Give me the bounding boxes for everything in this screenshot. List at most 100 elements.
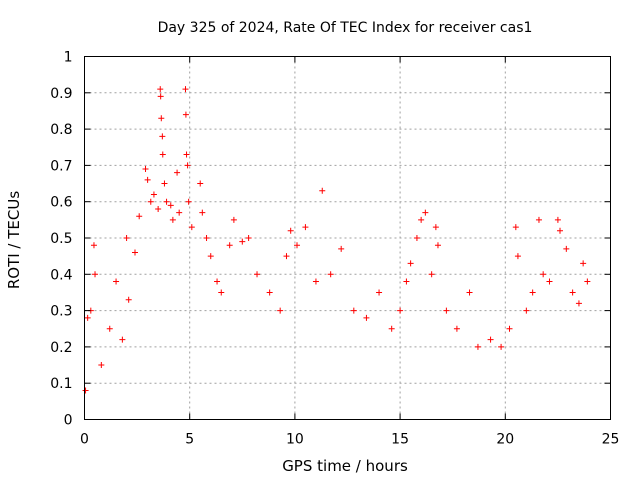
data-point: [184, 162, 191, 169]
data-point: [176, 209, 183, 216]
data-point: [277, 307, 284, 314]
data-point: [407, 260, 414, 267]
data-point: [529, 289, 536, 296]
data-point: [443, 307, 450, 314]
data-point: [197, 180, 204, 187]
data-point: [150, 191, 157, 198]
data-point: [338, 245, 345, 252]
data-point: [106, 325, 113, 332]
data-point: [422, 209, 429, 216]
data-point: [84, 314, 91, 321]
data-point: [218, 289, 225, 296]
data-point: [506, 325, 513, 332]
labels-layer: 0 5 10 15 20 25 0 0.1 0.2 0.3 0.4 0.5 0.6 0.7 0.8 0.9 1: [50, 50, 619, 448]
y-tick-label: 0.3: [50, 304, 72, 320]
data-point: [239, 238, 246, 245]
x-tick-label: 20: [496, 432, 514, 448]
data-point: [245, 235, 252, 241]
data-point: [131, 249, 138, 256]
y-tick-label: 0.6: [50, 195, 72, 211]
data-point: [397, 307, 404, 314]
data-point: [453, 325, 460, 332]
data-point: [159, 151, 166, 158]
data-point: [487, 336, 494, 343]
data-point: [119, 336, 126, 343]
data-point: [158, 115, 165, 122]
data-point: [554, 216, 561, 223]
data-point: [413, 235, 420, 241]
y-tick-label: 0.5: [50, 231, 72, 247]
data-point: [294, 242, 301, 249]
data-point: [546, 278, 553, 285]
data-point: [182, 111, 189, 118]
data-point: [226, 242, 233, 249]
data-point: [144, 176, 151, 183]
x-tick-label: 10: [286, 432, 304, 448]
data-point: [523, 307, 530, 314]
x-axis-title: GPS time / hours: [282, 457, 408, 475]
data-point: [512, 224, 519, 231]
x-tick-label: 0: [80, 432, 89, 448]
y-axis-title: ROTI / TECUs: [5, 191, 23, 289]
data-point: [266, 289, 273, 296]
data-point: [434, 242, 441, 249]
data-point: [203, 235, 210, 241]
y-tick-label: 0.7: [50, 158, 72, 174]
chart-title: Day 325 of 2024, Rate Of TEC Index for r…: [158, 20, 533, 36]
x-tick-label: 25: [602, 432, 620, 448]
data-point: [388, 325, 395, 332]
data-point: [535, 216, 542, 223]
data-point: [283, 253, 290, 260]
data-point: [123, 235, 130, 241]
data-point: [142, 166, 149, 173]
data-point: [214, 278, 221, 285]
data-point: [466, 289, 473, 296]
data-point: [207, 253, 214, 260]
data-point: [312, 278, 319, 285]
data-point: [498, 343, 505, 350]
data-point: [403, 278, 410, 285]
data-point: [155, 205, 162, 212]
data-point: [92, 271, 99, 278]
data-point: [540, 271, 547, 278]
data-point: [161, 180, 168, 187]
y-tick-label: 1: [64, 50, 73, 66]
data-point: [136, 213, 143, 220]
data-point: [157, 93, 164, 100]
data-point: [90, 242, 97, 249]
data-point: [327, 271, 334, 278]
data-point: [185, 198, 192, 205]
data-point: [302, 224, 309, 231]
data-point: [113, 278, 120, 285]
data-point: [188, 224, 195, 231]
data-point: [174, 169, 181, 176]
data-point: [147, 198, 154, 205]
data-point: [199, 209, 206, 216]
data-point: [98, 362, 105, 369]
data-point: [157, 86, 164, 93]
points-layer: [82, 86, 591, 394]
data-point: [182, 86, 189, 93]
data-point: [580, 260, 587, 267]
y-tick-label: 0.2: [50, 340, 72, 356]
data-point: [584, 278, 591, 285]
data-point: [163, 198, 170, 205]
data-point: [287, 227, 294, 234]
grid-layer: [84, 56, 611, 420]
x-tick-label: 15: [391, 432, 409, 448]
data-point: [418, 216, 425, 223]
data-point: [125, 296, 132, 303]
data-point: [82, 387, 89, 394]
x-tick-label: 5: [185, 432, 194, 448]
data-point: [432, 224, 439, 231]
data-point: [557, 227, 564, 234]
data-point: [376, 289, 383, 296]
data-point: [319, 187, 326, 194]
ticks-layer: [84, 56, 611, 420]
y-tick-label: 0.8: [50, 122, 72, 138]
data-point: [167, 202, 174, 209]
data-point: [575, 300, 582, 307]
data-point: [159, 133, 166, 140]
